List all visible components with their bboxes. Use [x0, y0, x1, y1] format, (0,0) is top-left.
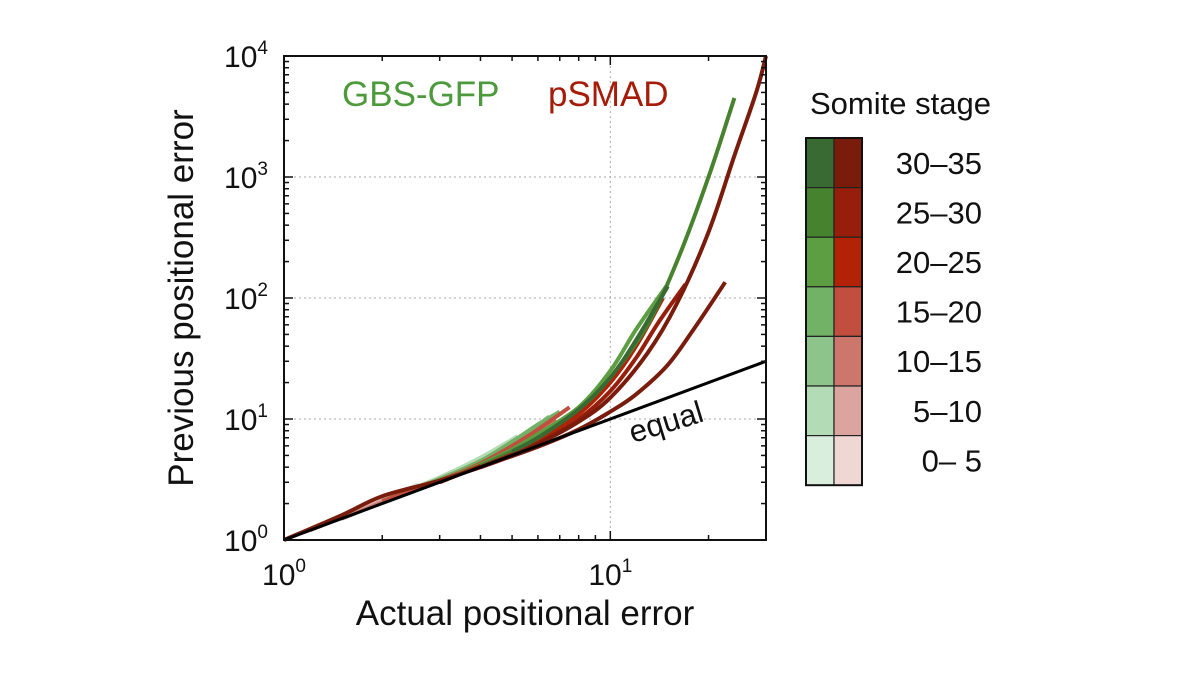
x-axis-title: Actual positional error — [356, 594, 695, 633]
somite-stage-legend: Somite stage 30–35 25–30 20–25 15–20 10–15 5–… — [805, 86, 991, 487]
axis-ticks — [283, 55, 767, 541]
legend-title: Somite stage — [810, 86, 991, 121]
legend-swatch-red — [833, 335, 863, 387]
series-line-green — [438, 283, 670, 485]
legend-swatch-green — [805, 137, 835, 189]
legend-swatch-red — [833, 137, 863, 189]
legend-swatch-red — [833, 286, 863, 337]
legend-stage-label: 10–15 — [896, 344, 982, 379]
legend-swatch-red — [833, 385, 863, 437]
legend-swatch-red — [833, 236, 863, 288]
legend-stage-label: 5–10 — [913, 394, 982, 429]
gbs-gfp-label: GBS-GFP — [342, 75, 500, 114]
grid-lines — [284, 56, 766, 540]
plot-area — [283, 55, 768, 542]
x-tick-label: 101 — [588, 556, 632, 592]
legend-swatches — [805, 137, 863, 487]
series-line-red — [283, 55, 768, 542]
equal-reference-line — [283, 359, 767, 542]
legend-swatch-green — [805, 335, 835, 387]
equal-annotation: equal — [625, 394, 708, 450]
y-axis-title: Previous positional error — [162, 109, 201, 487]
x-tick-labels: 100 101 — [262, 556, 632, 592]
legend-swatch-green — [805, 187, 835, 238]
series-line-red — [438, 297, 665, 485]
legend-swatch-green — [805, 236, 835, 288]
y-tick-label: 103 — [224, 159, 268, 195]
legend-swatch-green — [805, 286, 835, 337]
legend-stage-label: 20–25 — [896, 245, 982, 280]
legend-swatch-red — [833, 435, 863, 486]
legend-stage-label: 0– 5 — [922, 443, 982, 478]
legend-frame — [805, 137, 863, 487]
y-tick-label: 101 — [224, 401, 268, 437]
legend-swatch-red — [833, 187, 863, 238]
y-tick-label: 104 — [224, 38, 268, 74]
x-tick-label: 100 — [262, 556, 306, 592]
y-tick-label: 100 — [224, 522, 268, 558]
y-tick-labels: 100 101 102 103 104 — [224, 38, 268, 558]
legend-stage-label: 30–35 — [896, 146, 982, 181]
legend-stage-label: 25–30 — [896, 195, 982, 230]
legend-swatch-green — [805, 435, 835, 486]
legend-stage-label: 15–20 — [896, 295, 982, 330]
y-tick-label: 102 — [224, 280, 268, 316]
legend-labels: 30–35 25–30 20–25 15–20 10–15 5–10 0– 5 — [896, 146, 982, 479]
psmad-label: pSMAD — [548, 75, 669, 114]
legend-swatch-green — [805, 385, 835, 437]
series-line-green — [511, 285, 670, 454]
